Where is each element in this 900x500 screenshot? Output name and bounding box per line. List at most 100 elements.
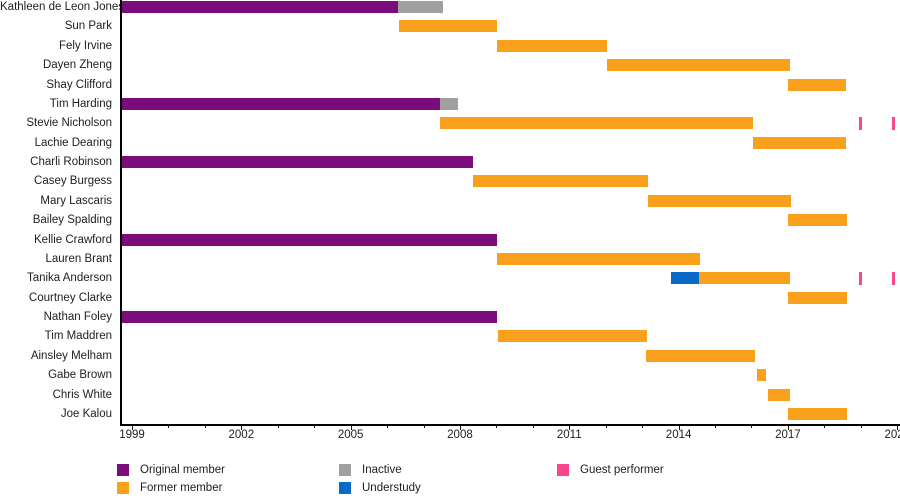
minor-tick	[605, 425, 607, 428]
legend-column-3: Guest performer	[557, 461, 664, 479]
inactive-member-bar	[439, 97, 459, 110]
former-member-bar	[606, 59, 790, 72]
member-name-label: Kellie Crawford	[34, 233, 112, 246]
member-name-label: Tim Harding	[49, 97, 112, 110]
member-name-label: Dayen Zheng	[42, 59, 112, 72]
original-member-bar	[121, 97, 440, 110]
legend-label: Guest performer	[580, 464, 664, 476]
member-name-label: Mary Lascaris	[40, 194, 112, 207]
former-member-bar	[787, 214, 847, 227]
x-axis-year-label: 2020	[884, 429, 900, 441]
major-tick	[241, 425, 243, 430]
understudy-member-bar	[671, 272, 699, 285]
former-member-bar	[399, 20, 498, 33]
former-member-bar	[645, 349, 756, 362]
guest-performance-tick	[859, 116, 863, 130]
x-axis-year-label: 2002	[228, 429, 255, 441]
x-axis-year-label: 2011	[556, 429, 582, 441]
member-name-label: Lauren Brant	[45, 252, 113, 265]
former-member-bar	[497, 39, 607, 52]
member-name-label: Courtney Clarke	[28, 291, 112, 304]
member-name-label: Tanika Anderson	[26, 272, 112, 285]
minor-tick	[204, 425, 206, 428]
x-axis-line	[120, 424, 900, 426]
minor-tick	[423, 425, 425, 428]
major-tick	[132, 425, 133, 430]
former-member-bar	[698, 272, 790, 285]
minor-tick	[314, 425, 316, 428]
guest-performer-swatch	[557, 464, 569, 476]
legend-label: Understudy	[362, 482, 421, 494]
guest-performance-tick	[859, 271, 863, 285]
member-name-label: Bailey Spalding	[32, 214, 112, 227]
legend-column-1: Original member Former member	[117, 461, 225, 497]
major-tick	[678, 425, 680, 430]
major-tick	[897, 425, 899, 430]
major-tick	[787, 425, 789, 430]
former-member-bar	[787, 78, 847, 91]
major-tick	[350, 425, 352, 430]
member-name-label: Shay Clifford	[46, 78, 112, 91]
major-tick	[569, 425, 571, 430]
member-name-label: Ainsley Melham	[30, 349, 112, 362]
member-name-label: Fely Irvine	[58, 39, 112, 52]
x-axis-year-label: 2014	[665, 429, 692, 441]
member-name-label: Casey Burgess	[34, 175, 112, 188]
member-name-label: Chris White	[52, 388, 112, 401]
former-member-bar	[787, 291, 847, 304]
minor-tick	[824, 425, 826, 428]
minor-tick	[387, 425, 389, 428]
original-member-bar	[121, 156, 473, 169]
minor-tick	[168, 425, 170, 428]
member-name-label: Tim Maddren	[44, 330, 112, 343]
legend-item-original-member: Original member	[117, 461, 225, 479]
legend-item-inactive: Inactive	[339, 461, 421, 479]
legend-label: Former member	[140, 482, 223, 494]
former-member-bar	[753, 136, 847, 149]
former-member-bar	[767, 388, 790, 401]
legend-label: Original member	[140, 464, 225, 476]
legend-item-guest-performer: Guest performer	[557, 461, 664, 479]
former-member-bar	[472, 175, 648, 188]
minor-tick	[860, 425, 862, 428]
original-member-bar	[121, 311, 498, 324]
member-name-label: Charli Robinson	[30, 156, 112, 169]
legend-item-former-member: Former member	[117, 479, 225, 497]
guest-performance-tick	[892, 271, 896, 285]
former-member-bar	[497, 252, 701, 265]
legend-label: Inactive	[362, 464, 402, 476]
x-axis-year-label: 2005	[337, 429, 364, 441]
former-member-swatch	[117, 482, 129, 494]
member-name-label: Kathleen de Leon Jones	[0, 1, 125, 13]
legend-item-understudy: Understudy	[339, 479, 421, 497]
original-member-swatch	[117, 464, 129, 476]
understudy-swatch	[339, 482, 351, 494]
member-name-label: Sun Park	[64, 20, 112, 33]
original-member-bar	[121, 233, 498, 246]
member-name-label: Nathan Foley	[43, 311, 112, 324]
minor-tick	[642, 425, 644, 428]
minor-tick	[496, 425, 498, 428]
former-member-bar	[756, 369, 767, 382]
x-axis-year-label: 2017	[775, 429, 801, 441]
legend-column-2: Inactive Understudy	[339, 461, 421, 497]
minor-tick	[715, 425, 717, 428]
former-member-bar	[787, 407, 847, 420]
y-axis-line	[120, 0, 122, 425]
inactive-member-bar	[398, 1, 443, 13]
minor-tick	[532, 425, 534, 428]
minor-tick	[277, 425, 279, 428]
former-member-bar	[647, 194, 791, 207]
member-name-label: Stevie Nicholson	[26, 117, 112, 130]
guest-performance-tick	[892, 116, 896, 130]
original-member-bar	[121, 1, 398, 13]
inactive-swatch	[339, 464, 351, 476]
member-name-label: Lachie Dearing	[34, 136, 112, 149]
x-axis-year-label: 2008	[447, 429, 473, 441]
minor-tick	[751, 425, 753, 428]
major-tick	[459, 425, 461, 430]
former-member-bar	[497, 330, 647, 343]
member-name-label: Gabe Brown	[48, 369, 112, 382]
member-name-label: Joe Kalou	[60, 407, 112, 420]
